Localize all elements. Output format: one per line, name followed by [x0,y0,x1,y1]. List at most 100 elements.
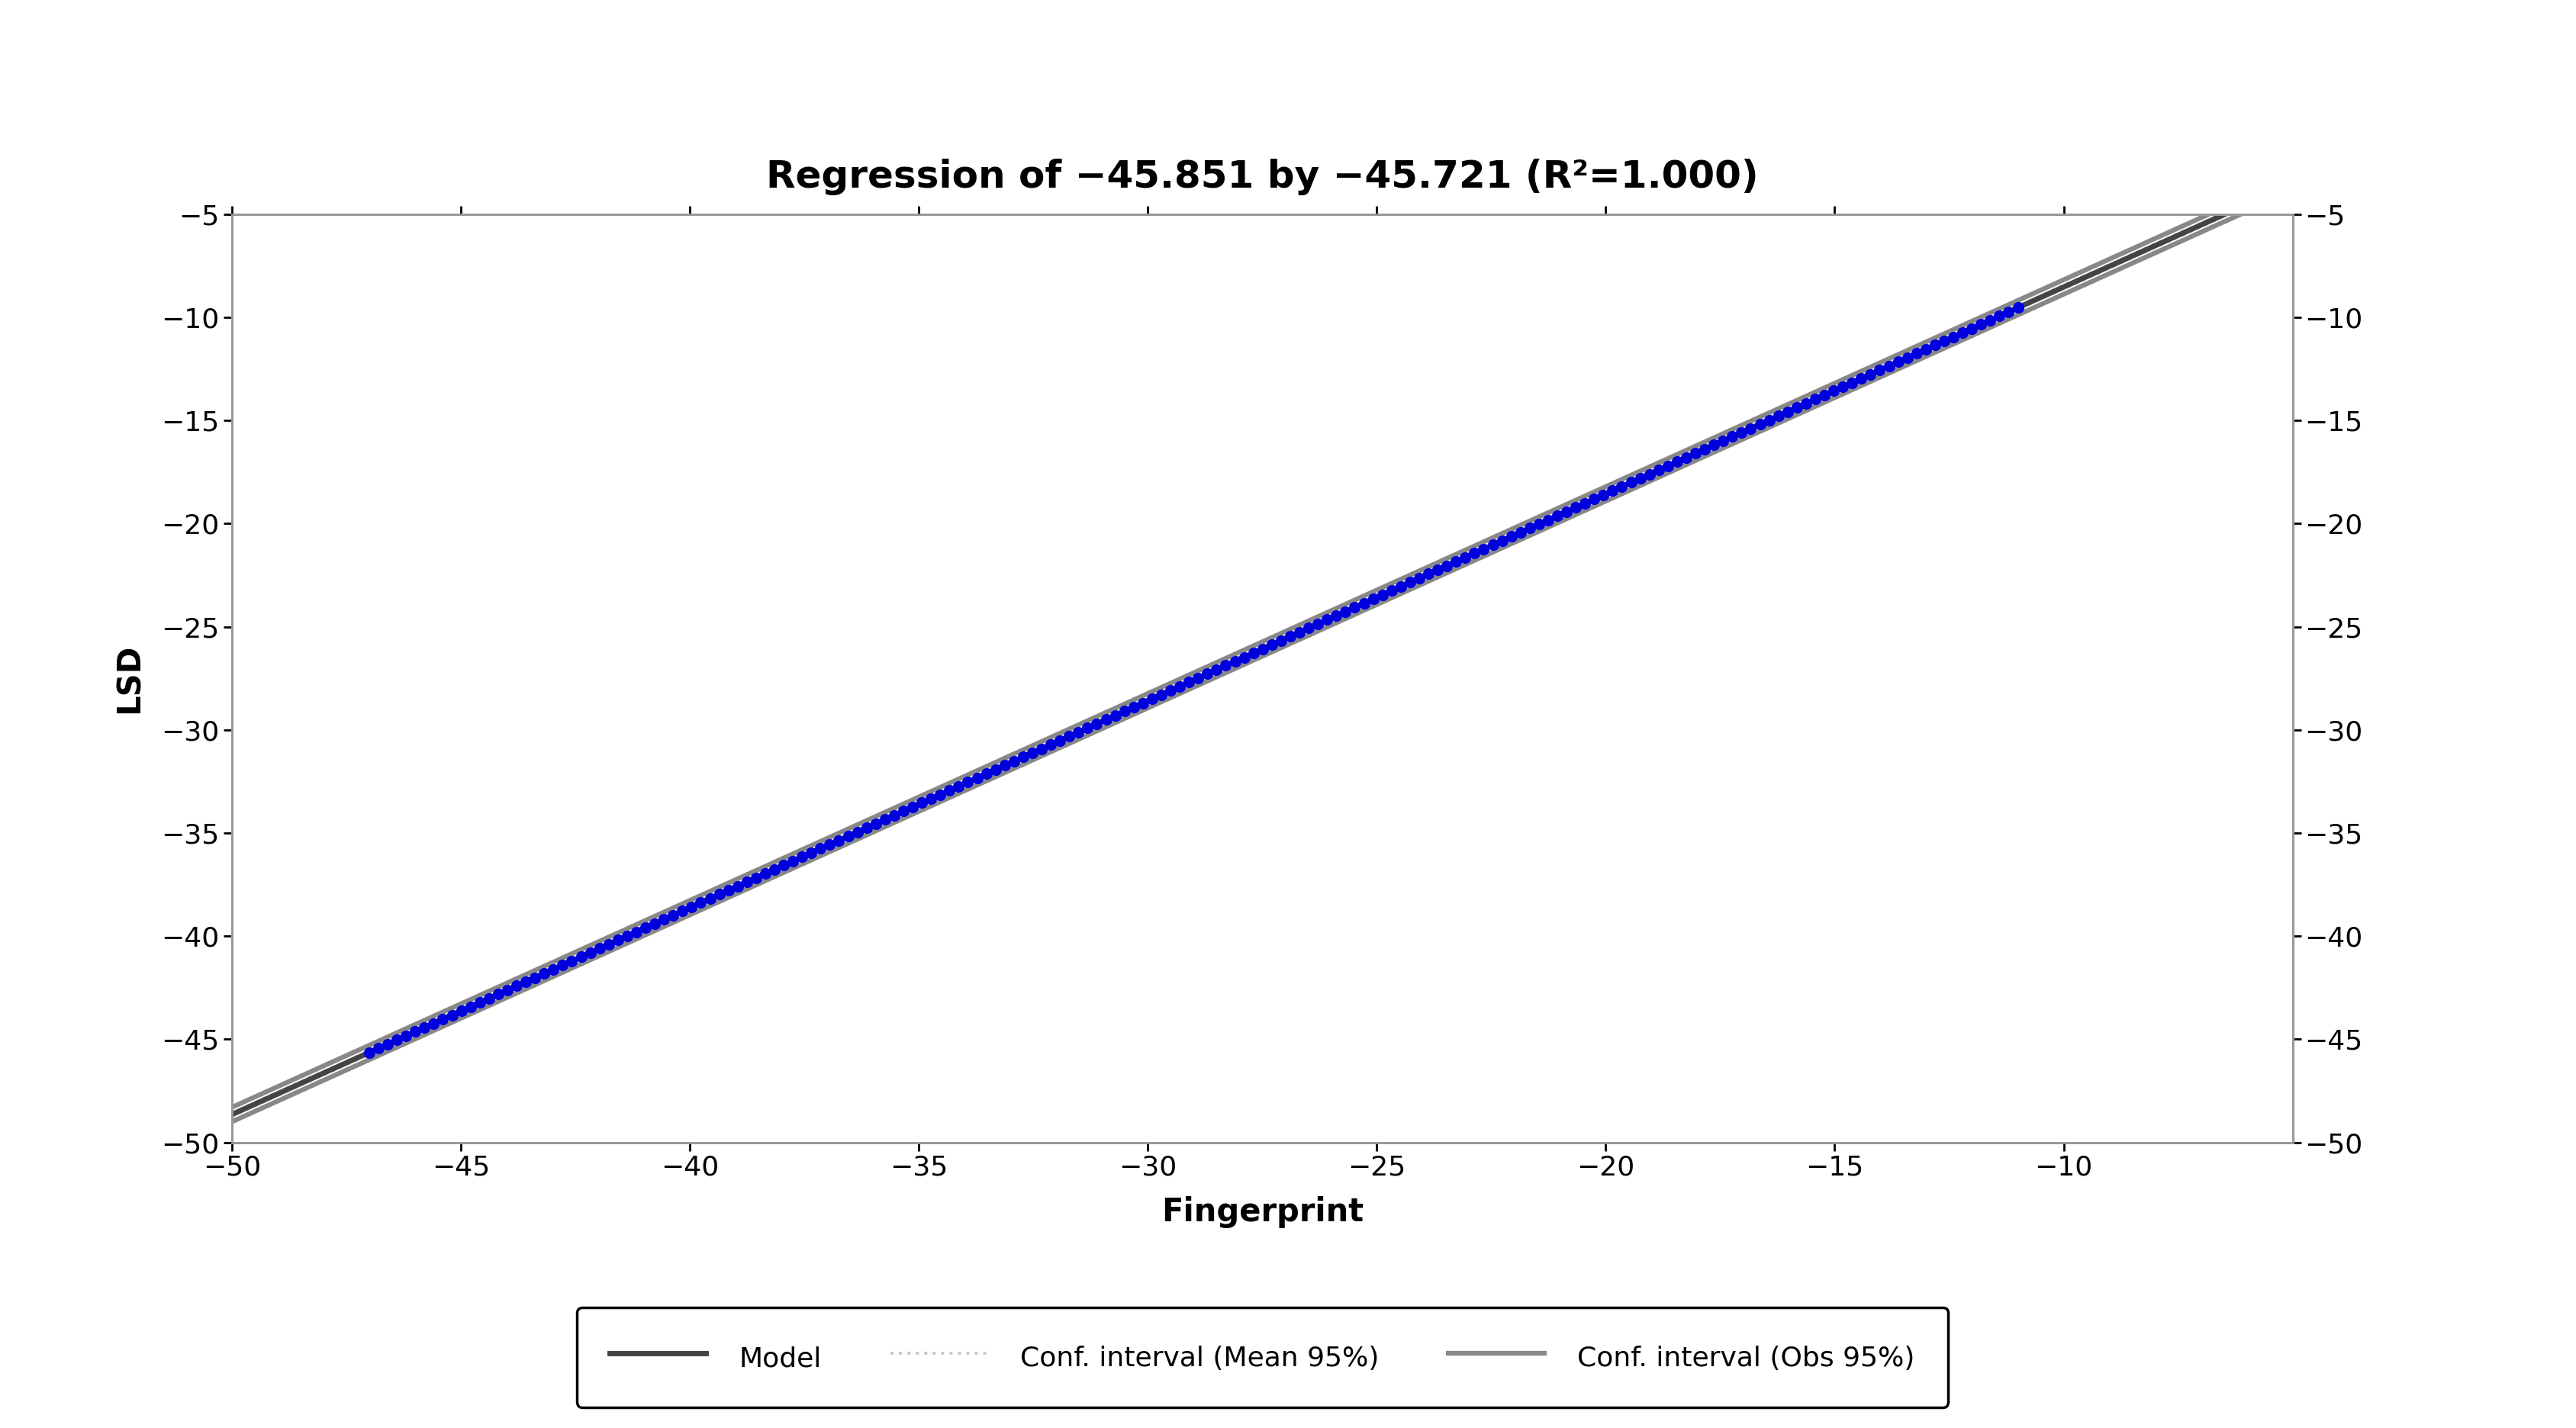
Point [1842,367,1883,390]
Point [737,867,778,890]
Point [569,941,611,964]
Point [1656,450,1698,473]
Point [1924,330,1965,353]
Point [1574,488,1615,511]
Point [670,895,711,918]
Point [348,1041,389,1064]
Point [1821,376,1862,398]
Point [626,917,667,940]
Point [1832,371,1873,394]
Point [1646,454,1687,477]
Point [1860,358,1901,381]
Point [708,878,750,901]
Point [477,982,518,1005]
Point [1030,733,1072,755]
Point [1582,484,1623,507]
Point [781,845,822,868]
Point [948,771,989,794]
Point [1324,600,1365,623]
Point [1159,675,1200,698]
Point [1896,343,1937,366]
Point [497,974,538,997]
Point [984,754,1025,777]
Point [1077,713,1118,735]
Point [762,854,804,877]
Point [515,967,556,990]
Point [1141,683,1182,705]
Point [1989,300,2030,323]
Point [845,817,886,840]
Point [1620,467,1662,490]
Point [994,750,1036,773]
Point [1445,545,1486,568]
Point [1252,633,1293,655]
Point [1149,680,1190,703]
Point [716,874,757,897]
Point [1213,650,1255,673]
Point [1170,671,1211,694]
Point [873,804,914,827]
Point [1906,338,1947,361]
Point [1538,504,1579,527]
Point [487,978,528,1001]
Point [1721,421,1762,444]
Point [1767,400,1808,423]
Point [358,1037,399,1060]
Point [1002,745,1043,768]
Point [1288,617,1329,640]
Point [1978,304,2020,327]
Point [1785,391,1826,414]
Point [884,800,925,823]
Point [1667,446,1708,468]
Point [634,912,675,935]
Point [1409,563,1450,585]
Point [1610,471,1651,494]
Point [1334,595,1376,618]
Point [616,921,657,944]
Point [1685,438,1726,461]
Point [773,850,814,873]
Point [809,833,850,855]
Point [1417,558,1458,581]
Point [1316,604,1358,627]
Point [1564,491,1605,514]
Point [1971,308,2012,331]
Legend: Model, Conf. interval (Mean 95%), Conf. interval (Obs 95%): Model, Conf. interval (Mean 95%), Conf. … [577,1308,1947,1407]
Point [698,883,739,905]
Point [938,775,979,798]
Point [1388,571,1430,594]
Point [1739,413,1780,436]
Point [459,991,500,1014]
Point [837,821,878,844]
Point [1592,480,1633,503]
Point [1942,321,1984,344]
Point [827,825,868,848]
Point [891,795,933,818]
Point [562,945,603,968]
Point [744,863,786,885]
Point [605,924,647,947]
Point [866,808,907,831]
Point [1131,687,1172,710]
Point [644,908,685,931]
Point [1188,663,1229,685]
Point [523,962,564,985]
Point [1546,500,1587,523]
Point [376,1028,417,1051]
Point [451,995,492,1018]
Point [1528,508,1569,531]
Point [1066,717,1108,740]
Point [1260,630,1301,653]
Point [1914,334,1955,357]
Point [1123,691,1164,714]
Point [505,971,546,994]
Point [801,837,842,860]
Point [1105,700,1146,723]
Point [1868,354,1909,377]
Point [1481,530,1522,553]
Point [1492,526,1533,548]
Point [1960,313,2002,336]
Point [1453,541,1494,564]
Point [1932,326,1973,348]
Point [1342,591,1383,614]
